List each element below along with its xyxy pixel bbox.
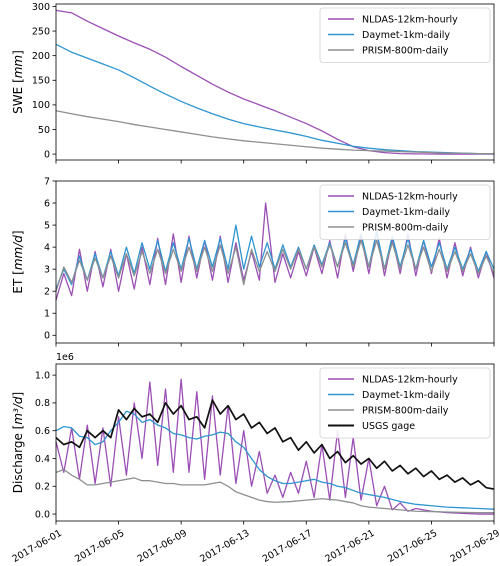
- series-line-prism-800m-daily: [55, 110, 494, 155]
- y-tick-label: 0: [44, 331, 50, 342]
- axes-frame: [55, 180, 495, 344]
- legend: NLDAS-12km-hourly Daymet-1km-daily PRISM-8…: [319, 7, 491, 63]
- legend-label: NLDAS-12km-hourly: [362, 14, 458, 25]
- y-tick-label: 250: [32, 26, 50, 37]
- y-tick-label: 0: [44, 149, 50, 160]
- axes-frame: [55, 3, 495, 161]
- legend: NLDAS-12km-hourly Daymet-1km-daily PRISM-8…: [319, 367, 491, 439]
- y-tick-label: 4: [44, 242, 50, 253]
- y-tick-label: 0.2: [35, 482, 50, 493]
- legend-label: NLDAS-12km-hourly: [362, 374, 458, 385]
- series-line-daymet-1km-daily: [55, 224, 495, 290]
- y-tick-label: 1: [44, 309, 50, 320]
- y-tick-label: 5: [44, 220, 50, 231]
- series-line-prism-800m-daily: [55, 468, 494, 514]
- y-offset-text: 1e6: [56, 352, 74, 363]
- legend-frame: [319, 184, 491, 240]
- y-axis-label: Discharge [m³/d]: [11, 392, 25, 493]
- legend-frame: [319, 367, 491, 439]
- series-line-prism-800m-daily: [55, 239, 495, 292]
- y-tick-label: 300: [32, 2, 50, 13]
- legend-label: PRISM-800m-daily: [362, 405, 449, 416]
- y-tick-label: 0.0: [35, 509, 50, 520]
- axes-frame: [55, 363, 495, 522]
- y-tick-label: 6: [44, 198, 50, 209]
- y-tick-label: 7: [44, 176, 50, 187]
- legend-frame: [319, 7, 491, 63]
- y-tick-label: 0.6: [35, 426, 50, 437]
- y-tick-label: 0.4: [35, 454, 50, 465]
- y-axis-label: SWE [mm]: [11, 50, 25, 114]
- y-tick-label: 100: [32, 100, 50, 111]
- series-line-daymet-1km-daily: [55, 410, 495, 510]
- y-tick-label: 1.0: [35, 370, 50, 381]
- legend: NLDAS-12km-hourly Daymet-1km-daily PRISM-8…: [319, 184, 491, 240]
- y-tick-label: 2: [44, 287, 50, 298]
- panel-2: 0 1 2 3 4 5 6 7 ET [mm/d] NLDAS-12km-hourly Daymet…: [11, 176, 495, 347]
- series-line-nldas-12km-hourly: [55, 9, 494, 155]
- series-line-usgs-gage: [55, 399, 495, 490]
- y-tick-label: 0.8: [35, 398, 50, 409]
- y-tick-label: 50: [38, 125, 50, 136]
- legend-label: NLDAS-12km-hourly: [362, 191, 458, 202]
- y-tick-label: 3: [44, 264, 50, 275]
- legend-label: USGS gage: [362, 421, 415, 432]
- legend-label: PRISM-800m-daily: [362, 222, 449, 233]
- legend-label: Daymet-1km-daily: [362, 390, 450, 401]
- y-tick-label: 200: [32, 51, 50, 62]
- y-tick-label: 150: [32, 76, 50, 87]
- legend-label: PRISM-800m-daily: [362, 45, 449, 56]
- legend-label: Daymet-1km-daily: [362, 30, 450, 41]
- panel-1: 0 50 100 150 200 250 300 SWE [mm] NLDAS-12km-hou…: [11, 2, 495, 164]
- legend-label: Daymet-1km-daily: [362, 207, 450, 218]
- y-axis-label: ET [mm/d]: [11, 230, 25, 293]
